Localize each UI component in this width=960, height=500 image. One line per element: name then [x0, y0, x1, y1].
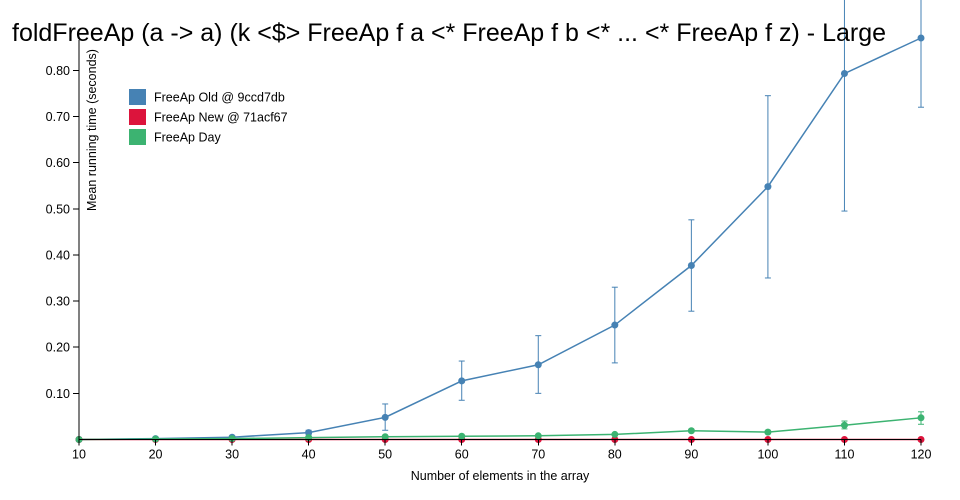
series-line: [78, 37, 922, 441]
x-tick-label: 10: [72, 448, 86, 462]
data-point: [687, 427, 695, 435]
y-tick-label: 0.30: [46, 295, 70, 309]
x-tick-label: 120: [911, 448, 932, 462]
data-point: [381, 433, 389, 441]
series-line: [78, 417, 922, 441]
data-point: [840, 70, 848, 78]
x-tick-label: 30: [225, 448, 239, 462]
data-point: [534, 432, 542, 440]
data-point: [611, 321, 619, 329]
y-tick-label: 0.70: [46, 110, 70, 124]
data-point: [917, 34, 925, 42]
y-tick-label: 0.80: [46, 64, 70, 78]
legend-entry: FreeAp Old @ 9ccd7db: [154, 91, 285, 105]
data-point: [764, 183, 772, 191]
x-tick-label: 60: [455, 448, 469, 462]
x-tick-label: 70: [531, 448, 545, 462]
x-tick-label: 100: [757, 448, 778, 462]
data-point: [687, 262, 695, 270]
y-tick-label: 0.60: [46, 156, 70, 170]
chart-axes: 10 20 30 40 50 60 70 80 90 100 110 120 0.10 0.20 0.30 0…: [46, 40, 932, 462]
legend-swatch: [129, 129, 146, 145]
y-tick-label: 0.20: [46, 341, 70, 355]
x-axis-label: Number of elements in the array: [411, 469, 590, 483]
legend-entry: FreeAp New @ 71acf67: [154, 111, 288, 125]
x-tick-label: 20: [149, 448, 163, 462]
legend-swatch: [129, 89, 146, 105]
data-point: [764, 428, 772, 436]
chart-title: foldFreeAp (a -> a) (k <$> FreeAp f a <*…: [12, 19, 886, 47]
y-tick-label: 0.50: [46, 202, 70, 216]
y-axis-label: Mean running time (seconds): [85, 49, 99, 211]
legend-entry: FreeAp Day: [154, 131, 221, 145]
data-point: [611, 430, 619, 438]
x-tick-label: 40: [302, 448, 316, 462]
data-point: [534, 361, 542, 369]
chart-legend: FreeAp Old @ 9ccd7db FreeAp New @ 71acf67…: [129, 89, 288, 145]
series-2: [75, 411, 925, 443]
data-point: [305, 429, 313, 437]
y-tick-label: 0.40: [46, 248, 70, 262]
data-point: [458, 432, 466, 440]
legend-swatch: [129, 109, 146, 125]
x-tick-label: 80: [608, 448, 622, 462]
y-tick-label: 0.10: [46, 387, 70, 401]
x-tick-label: 110: [834, 448, 854, 462]
data-point: [840, 421, 848, 429]
data-point: [381, 413, 389, 421]
x-tick-label: 50: [378, 448, 392, 462]
series-0: [75, 0, 925, 443]
data-point: [917, 414, 925, 422]
data-point: [228, 435, 236, 443]
chart-marks: [75, 0, 925, 443]
data-point: [458, 377, 466, 385]
x-tick-label: 90: [684, 448, 698, 462]
